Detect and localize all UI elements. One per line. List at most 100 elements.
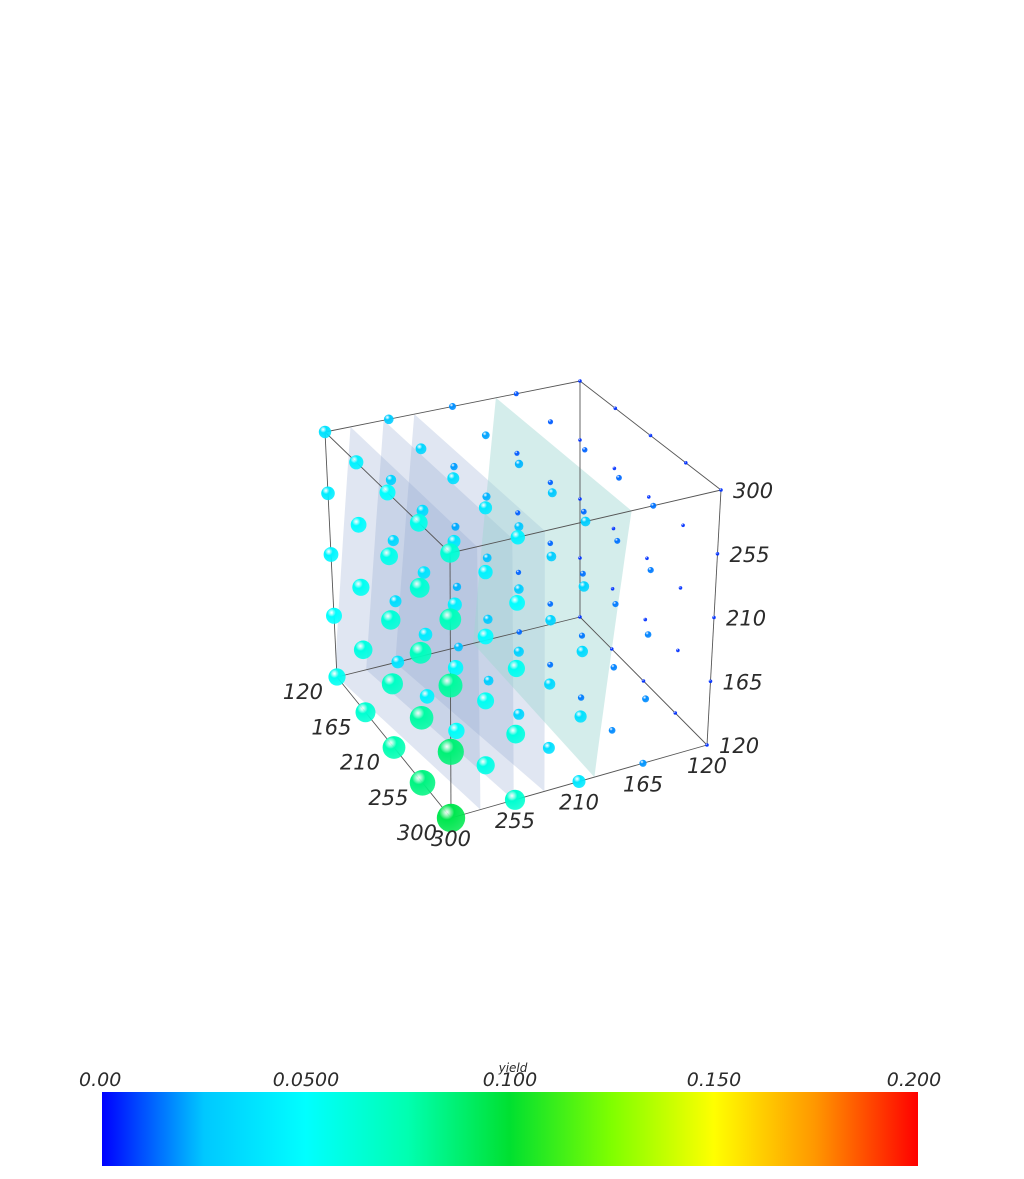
z-tick-label: 300	[733, 479, 773, 503]
z-tick-label: 255	[730, 543, 770, 567]
data-point	[506, 724, 526, 744]
data-point	[712, 615, 716, 620]
colorbar-tick-label: 0.0500	[273, 1069, 339, 1091]
data-point	[576, 645, 588, 658]
data-point	[385, 474, 397, 486]
colorbar-tick-label: 0.100	[483, 1069, 537, 1091]
data-point	[328, 668, 346, 686]
data-point	[509, 595, 525, 611]
data-point	[547, 488, 557, 498]
data-point	[438, 673, 463, 698]
data-point	[611, 526, 616, 531]
data-point	[381, 673, 403, 695]
data-point	[645, 556, 649, 561]
y-tick-label: 120	[687, 754, 727, 778]
data-point	[350, 516, 367, 533]
data-point	[547, 661, 554, 668]
colorbar-tick-label: 0.00	[79, 1069, 121, 1091]
data-point	[391, 655, 405, 669]
data-point	[504, 789, 526, 810]
data-point	[482, 492, 491, 501]
data-point	[418, 627, 433, 642]
data-point	[547, 419, 554, 425]
data-point	[483, 614, 493, 624]
data-point	[614, 537, 621, 544]
y-tick-label: 255	[495, 809, 535, 833]
data-point	[382, 736, 406, 759]
data-point	[416, 504, 429, 517]
x-tick-label: 165	[311, 715, 351, 739]
data-point	[580, 516, 591, 527]
data-point	[515, 510, 521, 516]
data-point	[578, 581, 590, 592]
data-point	[419, 689, 435, 704]
data-point	[578, 497, 582, 501]
data-point	[647, 495, 651, 499]
data-point	[648, 433, 653, 438]
data-point	[684, 461, 688, 465]
data-point	[352, 578, 370, 596]
data-point	[613, 406, 618, 411]
data-point	[572, 775, 586, 788]
data-point	[447, 597, 462, 612]
data-point	[610, 587, 615, 591]
data-point	[574, 710, 587, 723]
data-point	[477, 628, 494, 645]
data-point	[612, 601, 619, 608]
data-point	[409, 770, 436, 796]
data-point	[437, 738, 464, 765]
data-point	[650, 502, 657, 509]
data-point	[547, 540, 554, 547]
data-point	[610, 664, 618, 671]
data-point	[578, 379, 582, 383]
data-point	[715, 552, 720, 556]
data-point	[321, 486, 335, 501]
data-point	[514, 459, 524, 469]
isosurface-4	[473, 397, 632, 778]
y-tick-label: 165	[623, 772, 663, 796]
data-point	[481, 431, 490, 440]
scatter-points	[318, 379, 723, 833]
data-point	[514, 522, 524, 532]
data-point	[440, 543, 460, 563]
isosurface-2	[366, 420, 514, 801]
data-point	[439, 608, 462, 631]
data-point	[516, 629, 523, 635]
data-point	[326, 607, 342, 624]
data-point	[380, 547, 398, 566]
data-point	[482, 553, 492, 563]
data-point	[447, 472, 460, 485]
colorbar: yield 0.00 0.0500 0.100 0.150 0.200	[79, 1061, 941, 1166]
data-point	[387, 535, 399, 547]
data-point	[477, 692, 495, 710]
data-point	[447, 660, 464, 676]
data-point	[678, 586, 683, 590]
data-point	[582, 447, 588, 453]
data-point	[323, 547, 339, 562]
data-point	[639, 759, 647, 767]
data-point	[578, 632, 586, 639]
data-point	[478, 501, 493, 515]
data-point	[515, 569, 522, 576]
data-point	[417, 566, 431, 579]
data-point	[514, 584, 524, 594]
data-point	[578, 556, 582, 560]
data-point	[513, 646, 524, 657]
data-point	[452, 582, 462, 592]
data-point	[476, 756, 495, 775]
data-point	[644, 631, 652, 638]
data-point	[448, 722, 465, 740]
data-point	[610, 647, 614, 651]
data-point	[436, 803, 466, 833]
colorbar-tick-label: 0.150	[687, 1069, 741, 1091]
data-point	[580, 508, 587, 515]
data-point	[381, 610, 401, 630]
x-tick-label: 210	[340, 751, 380, 775]
y-tick-label: 300	[431, 827, 471, 851]
data-point	[513, 708, 525, 720]
data-point	[642, 695, 650, 703]
colorbar-gradient	[102, 1092, 918, 1166]
data-point	[513, 391, 519, 397]
data-point	[449, 403, 456, 410]
